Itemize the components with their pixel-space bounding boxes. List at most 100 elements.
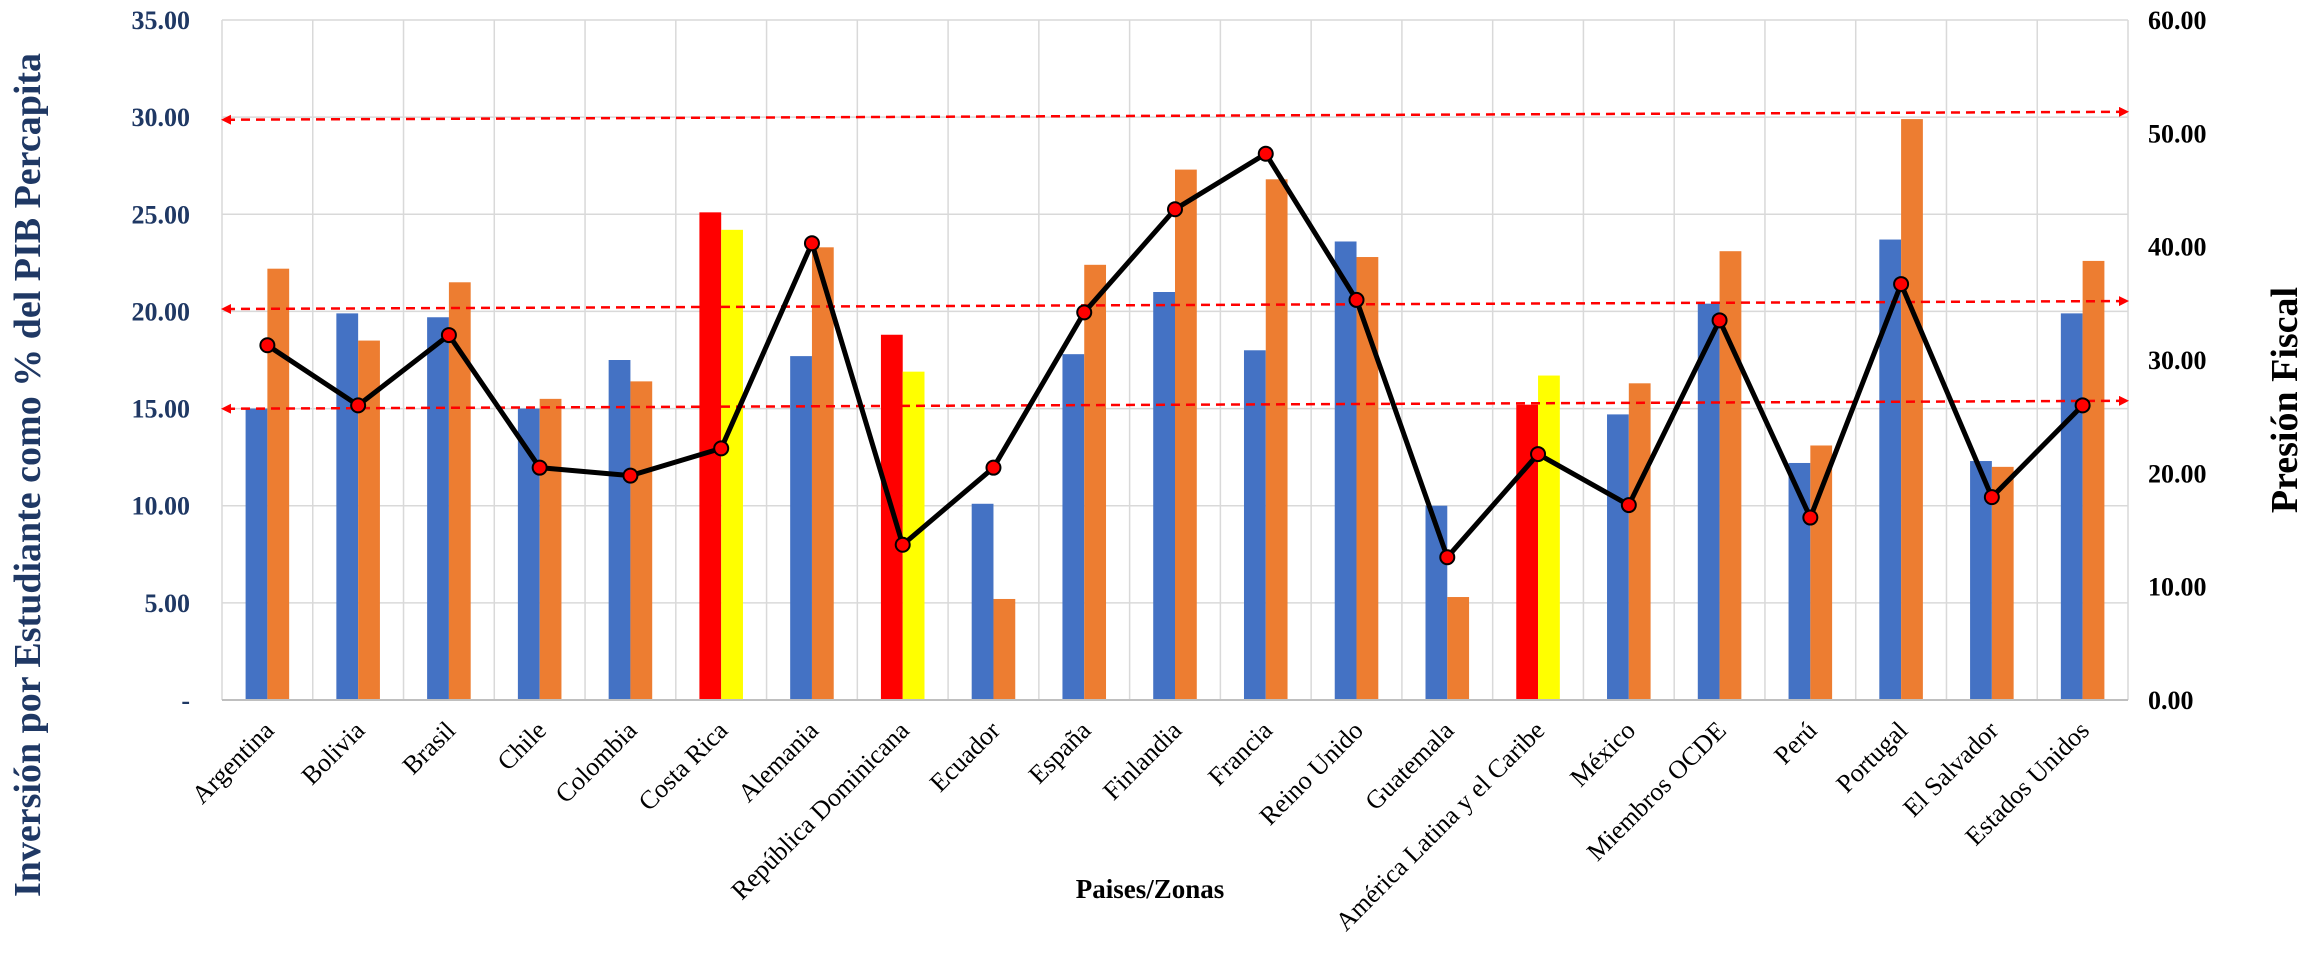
- x-tick-label: Bolivia: [296, 715, 371, 790]
- bars-layer: [245, 119, 2105, 701]
- bar-orange-8: [993, 598, 1016, 700]
- x-tick-label: Brasil: [397, 716, 461, 780]
- bar-blue-12: [1334, 241, 1357, 700]
- bar-blue-0: [245, 408, 268, 700]
- x-tick-label: Francia: [1202, 715, 1278, 791]
- bar-blue-4: [608, 360, 631, 700]
- x-tick-label: Chile: [492, 716, 552, 776]
- y-axis-title-right: Presión Fiscal: [2264, 287, 2306, 513]
- line-point-8: [985, 459, 1002, 476]
- y-tick-label-left: 30.00: [132, 103, 191, 132]
- bar-orange-19: [1991, 466, 2014, 700]
- y-tick-label-right: 60.00: [2148, 6, 2207, 35]
- y-tick-label-right: 30.00: [2148, 346, 2207, 375]
- bar-orange-18: [1901, 119, 1923, 701]
- reference-arrow-0: [221, 106, 2129, 125]
- bar-orange-20: [2082, 260, 2105, 700]
- line-point-15: [1620, 497, 1637, 514]
- y-tick-label-right: 20.00: [2148, 459, 2207, 488]
- bar-orange-0: [267, 268, 290, 700]
- x-tick-label: Alemania: [732, 715, 824, 807]
- line-point-1: [350, 397, 367, 414]
- bar-blue-1: [336, 313, 359, 700]
- bar-orange-15: [1628, 383, 1651, 700]
- bar-orange-9: [1084, 264, 1107, 700]
- x-tick-label: España: [1023, 715, 1097, 789]
- bar-blue-9: [1062, 354, 1085, 700]
- bar-blue-14: [1516, 404, 1539, 700]
- bar-blue-10: [1153, 292, 1175, 700]
- line-series: [259, 145, 2091, 566]
- line-point-5: [713, 440, 730, 457]
- bar-blue-2: [427, 317, 449, 700]
- line-point-7: [894, 536, 911, 553]
- bar-orange-1: [358, 340, 380, 700]
- line-point-20: [2074, 397, 2091, 414]
- y-tick-label-right: 40.00: [2148, 233, 2207, 262]
- line-point-11: [1257, 145, 1274, 162]
- x-tick-label: Argentina: [186, 715, 280, 809]
- line-point-0: [259, 337, 276, 354]
- line-point-18: [1893, 276, 1910, 293]
- bar-orange-10: [1175, 169, 1197, 701]
- line-point-9: [1076, 304, 1093, 321]
- bar-blue-5: [699, 212, 722, 701]
- line-point-3: [531, 459, 548, 476]
- y-tick-label-left: 35.00: [132, 6, 191, 35]
- bar-orange-13: [1447, 597, 1470, 700]
- x-tick-label: Finlandia: [1097, 715, 1187, 805]
- x-axis-title: Paises/Zonas: [1076, 874, 1225, 904]
- y-tick-label-right: 50.00: [2148, 119, 2207, 148]
- line-point-12: [1348, 291, 1365, 308]
- line-point-19: [1983, 489, 2000, 506]
- bar-blue-18: [1879, 239, 1902, 701]
- bar-orange-12: [1356, 257, 1379, 700]
- y-tick-label-left: 25.00: [132, 200, 191, 229]
- bar-blue-6: [790, 356, 812, 700]
- bar-blue-19: [1970, 461, 1992, 700]
- bar-blue-20: [2060, 313, 2083, 700]
- bar-orange-14: [1538, 375, 1560, 700]
- x-tick-label: República Dominicana: [725, 715, 915, 905]
- bar-blue-15: [1607, 414, 1629, 700]
- y-tick-label-left: 20.00: [132, 297, 191, 326]
- bar-orange-3: [539, 398, 562, 700]
- y-tick-label-left: 15.00: [132, 395, 191, 424]
- bar-blue-7: [880, 334, 903, 700]
- y-tick-label-left: 5.00: [145, 589, 191, 618]
- line-point-14: [1530, 446, 1547, 463]
- y-tick-label-left: 10.00: [132, 492, 191, 521]
- y-tick-label-right: 0.00: [2148, 686, 2194, 715]
- line-point-17: [1802, 509, 1819, 526]
- bar-blue-11: [1243, 350, 1266, 700]
- bar-orange-16: [1719, 251, 1742, 700]
- y-tick-label-left: -: [181, 686, 190, 715]
- line-point-2: [440, 327, 457, 344]
- bar-orange-2: [448, 282, 471, 700]
- bar-orange-5: [721, 229, 743, 701]
- y-axis-title-left: Inversión por Estudiante como % del PIB …: [7, 53, 49, 897]
- bar-orange-11: [1265, 179, 1288, 701]
- bar-blue-8: [971, 503, 994, 700]
- line-point-4: [622, 467, 639, 484]
- x-tick-label: Portugal: [1831, 716, 1914, 799]
- x-tick-label: México: [1564, 716, 1641, 793]
- bar-orange-4: [630, 381, 653, 700]
- line-point-6: [803, 235, 820, 252]
- x-tick-label: Costa Rica: [633, 715, 734, 816]
- reference-arrow-1: [221, 296, 2129, 314]
- reference-arrow-2: [221, 395, 2129, 414]
- line-point-13: [1439, 549, 1456, 566]
- x-tick-label: Colombia: [550, 715, 643, 808]
- labels-layer: Inversión por Estudiante como % del PIB …: [7, 53, 2306, 904]
- x-tick-label: Ecuador: [924, 715, 1006, 797]
- line-point-10: [1167, 201, 1183, 218]
- y-tick-label-right: 10.00: [2148, 573, 2207, 602]
- line-point-16: [1711, 312, 1728, 329]
- reference-arrows: [221, 106, 2129, 414]
- bar-orange-6: [811, 247, 834, 701]
- x-tick-label: Perú: [1768, 716, 1822, 770]
- bar-blue-3: [517, 408, 540, 700]
